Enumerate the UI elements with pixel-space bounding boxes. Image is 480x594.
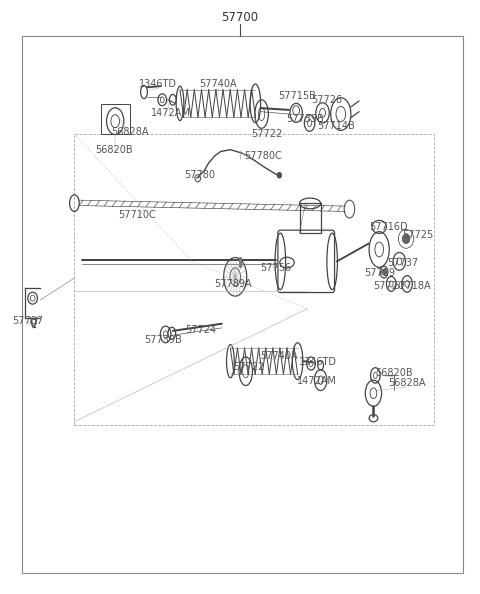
Circle shape — [277, 172, 282, 178]
Text: 57780C: 57780C — [244, 151, 282, 160]
Text: 56820B: 56820B — [375, 368, 412, 378]
Text: 57719: 57719 — [364, 268, 395, 278]
Text: 57710C: 57710C — [118, 210, 156, 220]
Bar — [101, 104, 130, 134]
Text: 57722: 57722 — [251, 129, 282, 138]
Text: 56820B: 56820B — [96, 145, 133, 154]
Text: 57722: 57722 — [233, 362, 264, 372]
Text: 57789A: 57789A — [214, 279, 252, 289]
Text: 57714B: 57714B — [317, 121, 355, 131]
Text: 57739B: 57739B — [144, 335, 182, 345]
Text: 56828A: 56828A — [388, 378, 426, 388]
Text: 57700: 57700 — [221, 11, 259, 24]
Circle shape — [382, 269, 386, 275]
Text: 57726: 57726 — [311, 95, 342, 105]
Text: 57756: 57756 — [261, 264, 291, 273]
Text: 1472AM: 1472AM — [150, 108, 191, 118]
Text: 1346TD: 1346TD — [139, 80, 178, 89]
Bar — [74, 134, 434, 425]
Text: 1472AM: 1472AM — [297, 377, 337, 386]
Text: 57737: 57737 — [388, 258, 419, 267]
Text: 57725: 57725 — [402, 230, 433, 239]
Text: 57739B: 57739B — [286, 114, 324, 124]
Bar — [300, 203, 321, 233]
Text: 57780: 57780 — [184, 170, 215, 180]
Text: 56828A: 56828A — [111, 127, 148, 137]
Text: 57740A: 57740A — [261, 352, 298, 361]
Text: 57740A: 57740A — [200, 80, 237, 89]
Text: 57787: 57787 — [12, 316, 43, 326]
Circle shape — [402, 234, 410, 244]
Text: 57724: 57724 — [185, 325, 216, 334]
Text: 57718A: 57718A — [393, 282, 431, 291]
Text: 57720: 57720 — [373, 282, 404, 291]
Text: 57715B: 57715B — [279, 91, 316, 101]
Text: 1346TD: 1346TD — [299, 358, 337, 367]
Text: 57716D: 57716D — [370, 222, 408, 232]
